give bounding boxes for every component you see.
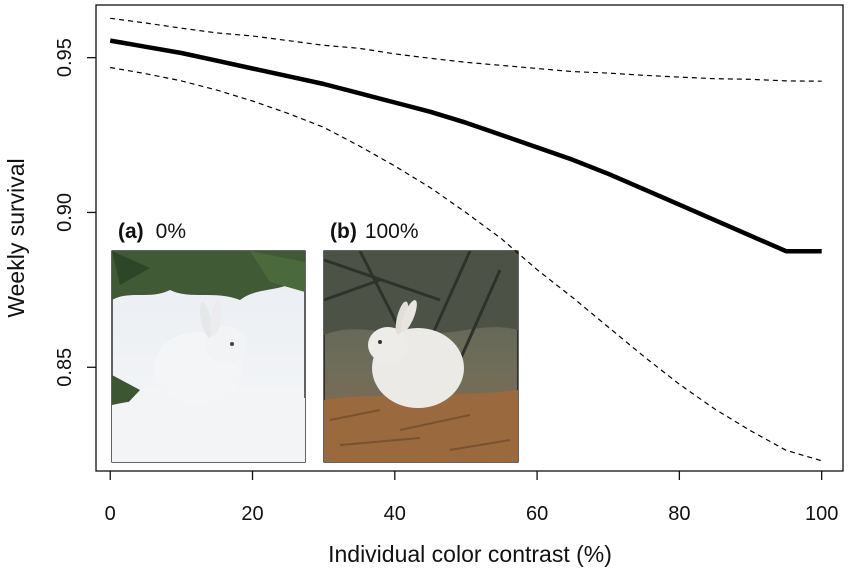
series-lower-ci-line bbox=[110, 66, 822, 462]
x-tick-label: 40 bbox=[384, 503, 406, 525]
inset-b-value: 100% bbox=[365, 220, 419, 243]
y-tick-label: 0.85 bbox=[54, 348, 76, 387]
y-axis-title: Weekly survival bbox=[3, 158, 29, 317]
series-estimate-line bbox=[109, 38, 822, 254]
inset-photo-b bbox=[323, 250, 519, 463]
x-tick-label: 20 bbox=[241, 503, 263, 525]
x-tick-label: 80 bbox=[668, 503, 690, 525]
y-tick-label: 0.95 bbox=[54, 38, 76, 77]
y-axis: 0.85 0.90 0.95 bbox=[54, 38, 96, 387]
y-tick-label: 0.90 bbox=[54, 193, 76, 232]
inset-a-label: (a) 0% bbox=[118, 220, 186, 243]
x-tick-label: 0 bbox=[105, 503, 116, 525]
inset-b-label: (b) 100% bbox=[330, 220, 419, 243]
plot-frame bbox=[95, 4, 844, 472]
series-upper-ci-line bbox=[110, 17, 822, 82]
x-tick-label: 100 bbox=[805, 503, 838, 525]
series-layer bbox=[109, 17, 822, 462]
inset-b-tag: (b) bbox=[330, 220, 357, 243]
x-tick-label: 60 bbox=[526, 503, 548, 525]
x-axis-title: Individual color contrast (%) bbox=[328, 541, 612, 567]
inset-photo-a bbox=[111, 250, 306, 463]
inset-a-value: 0% bbox=[156, 220, 186, 243]
inset-a-tag: (a) bbox=[118, 220, 144, 243]
x-axis: 0 20 40 60 80 100 bbox=[105, 471, 838, 525]
